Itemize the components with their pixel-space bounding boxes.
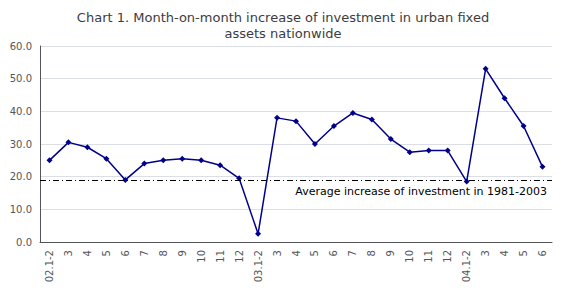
svg-text:12: 12 — [442, 250, 453, 263]
svg-text:30.0: 30.0 — [10, 139, 32, 150]
svg-text:11: 11 — [215, 250, 226, 263]
svg-text:10: 10 — [196, 250, 207, 263]
svg-text:7: 7 — [347, 250, 358, 256]
svg-text:10: 10 — [404, 250, 415, 263]
svg-text:4: 4 — [82, 250, 93, 256]
svg-text:12: 12 — [234, 250, 245, 263]
svg-text:4: 4 — [291, 250, 302, 256]
svg-text:9: 9 — [385, 250, 396, 256]
svg-text:assets nationwide: assets nationwide — [224, 26, 341, 41]
svg-text:7: 7 — [139, 250, 150, 256]
svg-text:11: 11 — [423, 250, 434, 263]
svg-text:9: 9 — [177, 250, 188, 256]
svg-text:8: 8 — [158, 250, 169, 256]
svg-text:20.0: 20.0 — [10, 171, 32, 182]
svg-text:6: 6 — [328, 250, 339, 256]
svg-text:8: 8 — [366, 250, 377, 256]
svg-text:3: 3 — [272, 250, 283, 256]
svg-text:Average increase of investment: Average increase of investment in 1981-2… — [295, 185, 547, 198]
svg-text:6: 6 — [537, 250, 548, 256]
svg-text:10.0: 10.0 — [10, 204, 32, 215]
svg-text:5: 5 — [309, 250, 320, 256]
svg-text:5: 5 — [518, 250, 529, 256]
svg-text:3: 3 — [63, 250, 74, 256]
svg-text:Chart 1. Month-on-month increa: Chart 1. Month-on-month increase of inve… — [77, 10, 489, 25]
svg-text:03.1-2: 03.1-2 — [253, 250, 264, 282]
svg-text:4: 4 — [499, 250, 510, 256]
svg-text:40.0: 40.0 — [10, 106, 32, 117]
svg-text:50.0: 50.0 — [10, 73, 32, 84]
svg-text:6: 6 — [120, 250, 131, 256]
svg-text:5: 5 — [101, 250, 112, 256]
svg-text:04.1-2: 04.1-2 — [461, 250, 472, 282]
svg-text:02.1-2: 02.1-2 — [44, 250, 55, 282]
svg-text:60.0: 60.0 — [10, 41, 32, 52]
svg-text:0.0: 0.0 — [16, 237, 32, 248]
svg-text:3: 3 — [480, 250, 491, 256]
